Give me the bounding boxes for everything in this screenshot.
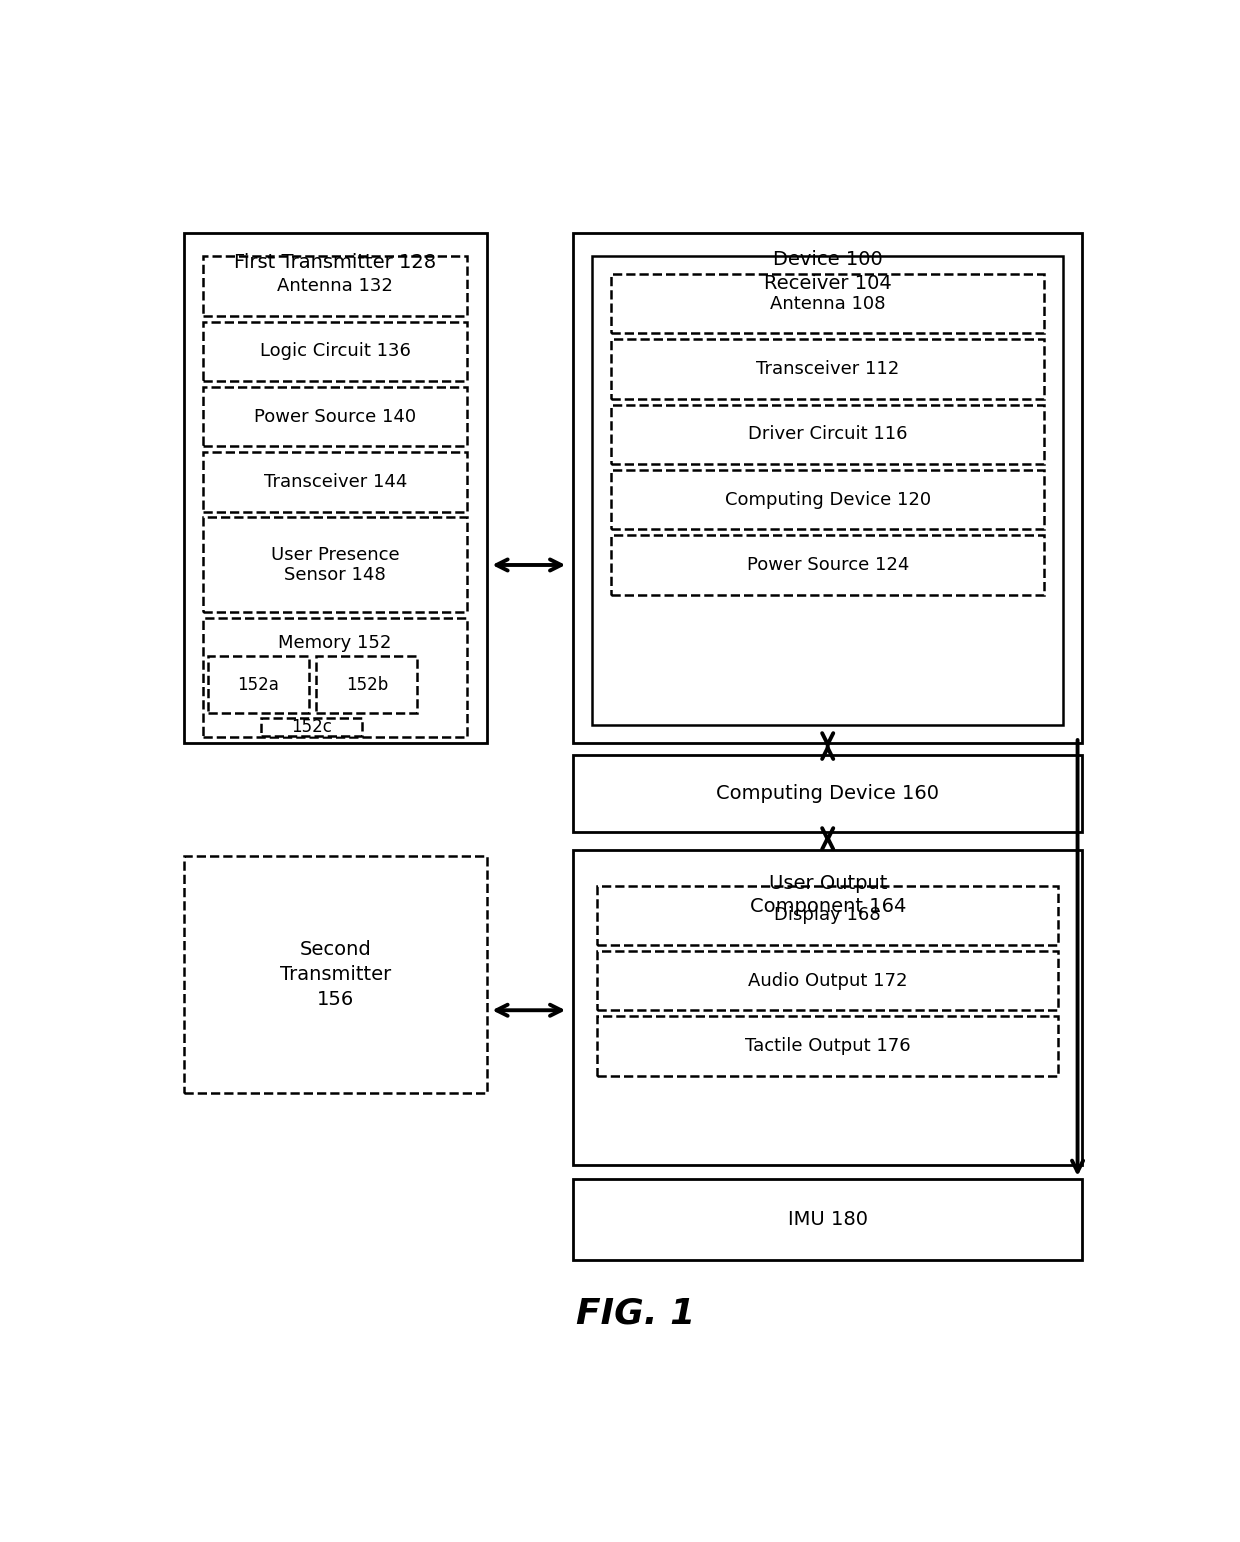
Text: Antenna 132: Antenna 132: [278, 278, 393, 295]
Bar: [611, 470, 1044, 529]
Bar: [208, 657, 309, 714]
Text: 152c: 152c: [290, 719, 331, 736]
Bar: [573, 1178, 1083, 1260]
Bar: [203, 518, 467, 612]
Bar: [611, 535, 1044, 595]
Text: Driver Circuit 116: Driver Circuit 116: [748, 426, 908, 444]
Text: Transceiver 144: Transceiver 144: [263, 473, 407, 490]
Bar: [596, 885, 1058, 945]
Bar: [203, 256, 467, 316]
Text: Device 100: Device 100: [773, 250, 883, 270]
Bar: [573, 850, 1083, 1164]
Text: 152b: 152b: [346, 675, 388, 694]
Text: Audio Output 172: Audio Output 172: [748, 971, 908, 990]
Text: Display 168: Display 168: [775, 907, 880, 924]
Bar: [611, 339, 1044, 399]
Text: Computing Device 160: Computing Device 160: [717, 783, 939, 803]
Text: First Transmitter 128: First Transmitter 128: [234, 253, 436, 271]
Bar: [184, 856, 486, 1093]
Text: Transceiver 112: Transceiver 112: [756, 361, 899, 378]
Text: User Output
Component 164: User Output Component 164: [749, 874, 906, 916]
Text: Receiver 104: Receiver 104: [764, 274, 892, 293]
Bar: [203, 452, 467, 512]
Bar: [573, 756, 1083, 833]
Text: Power Source 124: Power Source 124: [746, 557, 909, 574]
Text: User Presence
Sensor 148: User Presence Sensor 148: [270, 546, 399, 584]
Bar: [573, 233, 1083, 743]
Bar: [596, 951, 1058, 1010]
Text: 152a: 152a: [237, 675, 279, 694]
Bar: [611, 274, 1044, 333]
Bar: [203, 618, 467, 737]
Bar: [184, 233, 486, 743]
Text: Second
Transmitter
156: Second Transmitter 156: [279, 941, 391, 1008]
Text: Tactile Output 176: Tactile Output 176: [745, 1036, 910, 1055]
Bar: [203, 322, 467, 381]
Text: Memory 152: Memory 152: [279, 634, 392, 652]
Bar: [596, 1016, 1058, 1076]
Bar: [203, 387, 467, 446]
Text: Antenna 108: Antenna 108: [770, 295, 885, 313]
Text: IMU 180: IMU 180: [787, 1210, 868, 1229]
Bar: [316, 657, 418, 714]
Text: Power Source 140: Power Source 140: [254, 407, 417, 426]
Text: Computing Device 120: Computing Device 120: [724, 490, 931, 509]
Bar: [593, 256, 1063, 725]
Text: FIG. 1: FIG. 1: [575, 1295, 696, 1331]
Bar: [611, 404, 1044, 464]
Text: Logic Circuit 136: Logic Circuit 136: [259, 342, 410, 361]
Bar: [260, 719, 362, 736]
